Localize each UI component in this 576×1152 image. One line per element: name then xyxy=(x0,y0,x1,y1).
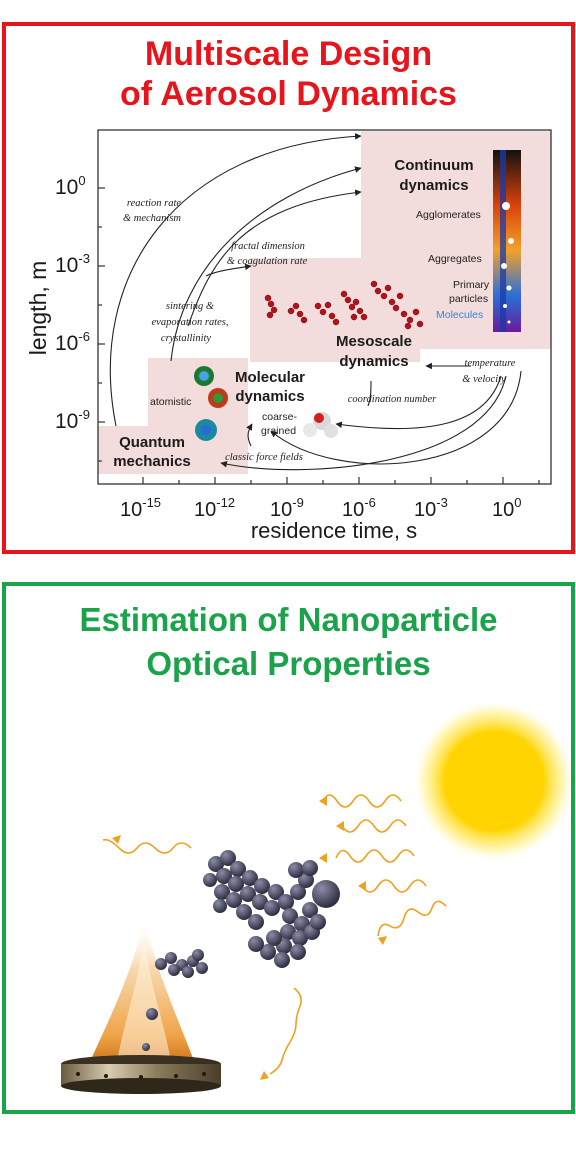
x-tick-label: 10-6 xyxy=(342,495,376,521)
arrow-coordination xyxy=(335,375,502,430)
molecular-title: dynamics xyxy=(235,388,304,405)
annotation-fractal: & coagulation rate xyxy=(227,256,308,267)
y-tick-label: 10-3 xyxy=(55,251,90,277)
multiscale-diagram: 100 10-3 10-6 10-9 length, m 10-15 10-12… xyxy=(25,129,552,543)
annotation-reaction: & mechanism xyxy=(123,213,181,224)
y-tick-label: 10-6 xyxy=(55,329,90,355)
continuum-title: dynamics xyxy=(399,177,468,194)
incoming-wave xyxy=(335,849,415,863)
annotations: reaction rate & mechanism fractal dimens… xyxy=(123,198,516,463)
small-labels: atomistic coarse- grained Agglomerates A… xyxy=(150,209,490,437)
incoming-wave xyxy=(361,879,427,893)
title-line-1: Estimation of Nanoparticle xyxy=(79,601,498,638)
quantum-title: mechanics xyxy=(113,453,191,470)
continuum-simulation-image xyxy=(493,150,521,332)
annotation-temperature: & velocity xyxy=(462,374,506,385)
relationship-arrows xyxy=(109,133,522,471)
arrow-reaction-rate xyxy=(109,133,362,427)
coarse-label: grained xyxy=(261,425,296,437)
light-waves xyxy=(102,794,447,1075)
x-axis-label: residence time, s xyxy=(251,518,417,543)
nanoparticle-aggregates xyxy=(142,850,340,1051)
agglomerates-label: Agglomerates xyxy=(416,209,481,221)
regime-titles: Quantum mechanics Molecular dynamics Mes… xyxy=(113,157,473,470)
y-axis-label: length, m xyxy=(25,261,51,356)
y-tick-labels: 100 10-3 10-6 10-9 xyxy=(55,173,90,433)
annotation-fractal: fractal dimension xyxy=(231,241,305,252)
x-tick-label: 10-15 xyxy=(120,495,161,521)
sun-icon xyxy=(412,699,571,863)
annotation-reaction: reaction rate xyxy=(127,198,181,209)
incoming-wave xyxy=(377,900,447,937)
annotation-sintering: sintering & xyxy=(166,301,215,312)
mesoscale-aggregates xyxy=(264,280,424,330)
plot-frame xyxy=(97,129,552,485)
x-tick-label: 10-12 xyxy=(194,495,235,521)
annotation-classic: classic force fields xyxy=(225,452,303,463)
panel-title: Multiscale Design of Aerosol Dynamics xyxy=(6,34,571,114)
burner-flame xyxy=(88,916,196,1066)
molecules-label: Molecules xyxy=(436,309,483,321)
arrow-coarse xyxy=(270,370,522,465)
annotation-sintering: crystallinity xyxy=(161,333,211,344)
title-line-1: Multiscale Design xyxy=(144,35,433,73)
y-tick-label: 10-9 xyxy=(55,407,90,433)
wave-arrowheads xyxy=(112,796,387,1080)
mesoscale-title: dynamics xyxy=(339,353,408,370)
arrow-coagulation xyxy=(187,189,362,327)
primary-label: particles xyxy=(449,293,488,305)
aggregates-label: Aggregates xyxy=(428,253,482,265)
mesoscale-title: Mesoscale xyxy=(336,333,412,350)
y-axis-ticks xyxy=(98,187,105,462)
optical-illustration xyxy=(61,699,571,1094)
x-axis-ticks xyxy=(142,477,540,484)
arrow-coarse-up xyxy=(246,423,253,447)
y-tick-label: 100 xyxy=(55,173,86,199)
annotation-sintering: evaporation rates, xyxy=(152,317,229,328)
x-tick-label: 100 xyxy=(492,495,521,521)
quantum-title: Quantum xyxy=(119,434,185,451)
molecular-particles xyxy=(194,366,338,441)
panel-title: Estimation of Nanoparticle Optical Prope… xyxy=(6,598,571,686)
scattered-wave xyxy=(269,987,302,1075)
incoming-wave xyxy=(322,794,402,808)
multiscale-panel: Multiscale Design of Aerosol Dynamics xyxy=(2,22,575,554)
annotation-coordination: coordination number xyxy=(348,394,437,405)
arrow-classic-force xyxy=(220,375,507,471)
annotation-temperature: temperature xyxy=(465,358,516,369)
incoming-wave xyxy=(341,819,407,833)
arrow-sintering xyxy=(205,263,252,277)
atomistic-label: atomistic xyxy=(150,396,191,408)
x-tick-label: 10-9 xyxy=(270,495,304,521)
optical-properties-panel: Estimation of Nanoparticle Optical Prope… xyxy=(2,582,575,1114)
x-tick-labels: 10-15 10-12 10-9 10-6 10-3 100 xyxy=(120,495,521,521)
burner-nozzle xyxy=(61,1055,221,1094)
arrow-fractal xyxy=(170,166,362,362)
coarse-label: coarse- xyxy=(262,411,298,423)
arrow-mesoscale-link xyxy=(367,380,372,407)
title-line-2: Optical Properties xyxy=(146,645,431,682)
title-line-2: of Aerosol Dynamics xyxy=(120,75,457,113)
primary-label: Primary xyxy=(453,279,490,291)
continuum-title: Continuum xyxy=(394,157,473,174)
molecular-title: Molecular xyxy=(235,369,305,386)
scattered-wave xyxy=(102,838,192,854)
x-tick-label: 10-3 xyxy=(414,495,448,521)
